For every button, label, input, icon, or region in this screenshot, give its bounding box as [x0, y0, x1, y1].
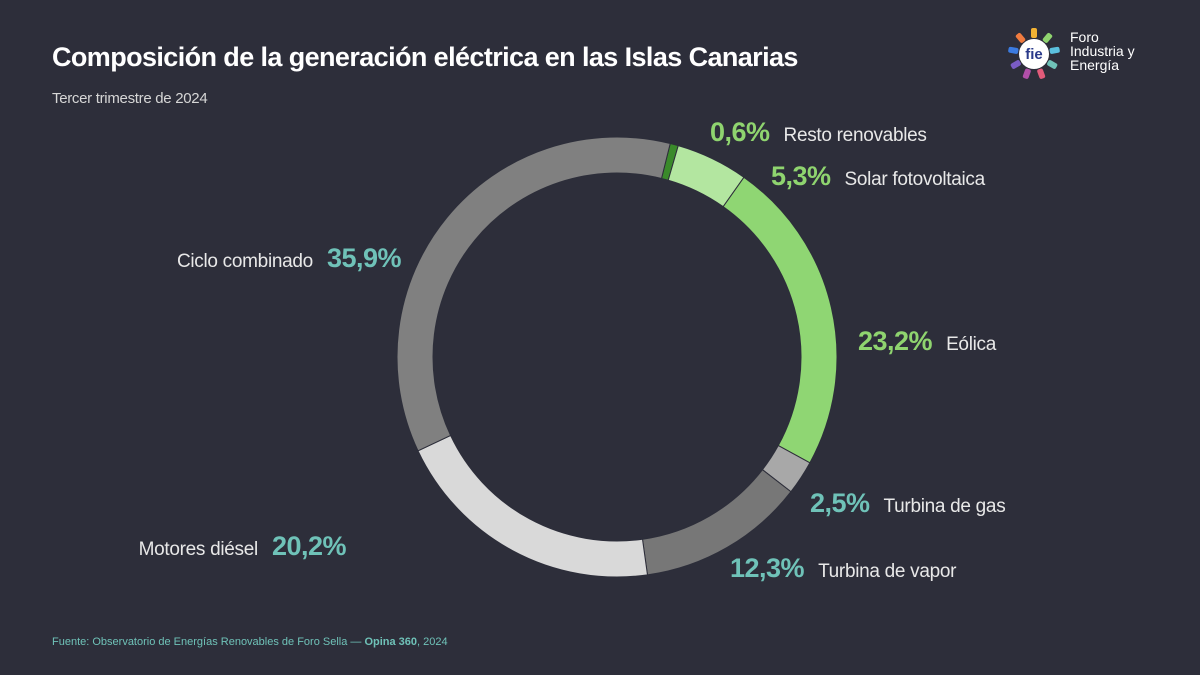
- label-resto-renovables: 0,6% Resto renovables: [710, 117, 927, 148]
- footer-year: , 2024: [417, 636, 448, 648]
- value-label: 5,3%: [771, 161, 831, 191]
- slice-motores-diesel: [417, 434, 649, 578]
- footer-brand: Opina 360: [364, 636, 418, 648]
- logo-text: Foro Industria y Energía: [1070, 30, 1135, 72]
- category-label: Motores diésel: [138, 539, 259, 560]
- logo-mark: fie: [1025, 46, 1043, 63]
- category-label: Resto renovables: [783, 125, 927, 146]
- value-label: 20,2%: [271, 531, 347, 561]
- label-turbina-de-gas: 2,5% Turbina de gas: [810, 488, 1006, 519]
- fie-logo-icon: fie: [1008, 28, 1060, 79]
- category-label: Ciclo combinado: [176, 251, 313, 272]
- value-label: 35,9%: [326, 243, 402, 273]
- category-label: Turbina de vapor: [818, 561, 957, 582]
- chart-title: Composición de la generación eléctrica e…: [52, 42, 798, 72]
- category-label: Turbina de gas: [883, 496, 1006, 517]
- category-label: Solar fotovoltaica: [844, 169, 986, 190]
- label-solar-fotovoltaica: 5,3% Solar fotovoltaica: [771, 161, 985, 192]
- label-motores-diesel: Motores diésel 20,2%: [138, 531, 347, 562]
- value-label: 12,3%: [730, 553, 805, 583]
- value-label: 23,2%: [858, 326, 933, 356]
- fie-logo: fie Foro Industria y Energía: [1008, 24, 1168, 84]
- value-label: 0,6%: [710, 117, 770, 147]
- chart-subtitle: Tercer trimestre de 2024: [52, 90, 208, 107]
- footer-source: Fuente: Observatorio de Energías Renovab…: [52, 636, 365, 648]
- label-turbina-de-vapor: 12,3% Turbina de vapor: [730, 553, 957, 584]
- logo-line-3: Energía: [1070, 57, 1120, 73]
- label-eolica: 23,2% Eólica: [858, 326, 996, 357]
- label-ciclo-combinado: Ciclo combinado 35,9%: [176, 243, 402, 274]
- value-label: 2,5%: [810, 488, 870, 518]
- category-label: Eólica: [946, 334, 997, 355]
- source-footer: Fuente: Observatorio de Energías Renovab…: [52, 636, 448, 648]
- logo-line-2: Industria y: [1070, 43, 1135, 59]
- slice-ciclo-combinado: [396, 136, 671, 452]
- logo-line-1: Foro: [1070, 29, 1099, 45]
- slice-eolica: [722, 176, 838, 464]
